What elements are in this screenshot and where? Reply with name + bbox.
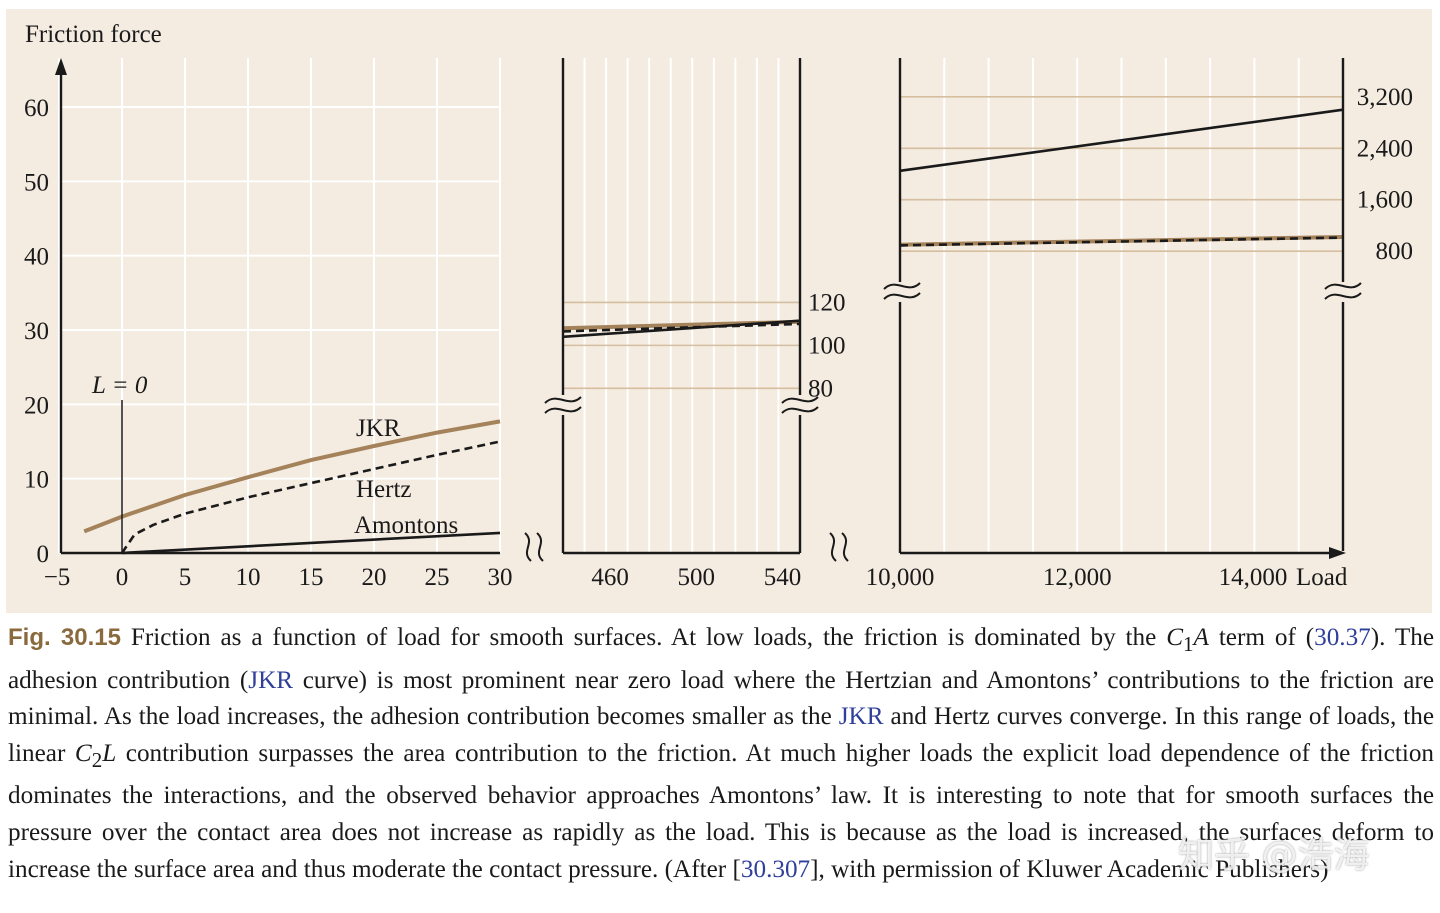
x-axis-arrow [1329,547,1346,559]
caption-text-5: and Hertz curves converge. In this range… [8,703,1435,767]
break-right-left-1 [883,292,921,300]
x-tick-left-6: 25 [425,564,450,591]
load-zero-label: L = 0 [91,372,148,399]
y-tick-left-4: 40 [24,244,49,271]
y-tick-left-6: 60 [24,95,49,122]
watermark: 知乎 @浩海 [1178,835,1370,876]
x-tick-left-1: 0 [116,564,129,591]
jkr-link-2[interactable]: JKR [838,703,884,731]
term2-sub: 2 [91,747,103,772]
y-tick-left-2: 20 [24,392,49,419]
series-hertz-low-load [120,440,501,554]
y-tick-left-3: 30 [24,318,49,345]
series-jkr-low-load [83,419,501,534]
hertz-series-label: Hertz [356,476,412,503]
grid-lines [58,58,1300,553]
series-hertz-high-load [899,236,1344,247]
y-tick-right-2: 2,400 [1357,135,1413,162]
annotations: Friction force Load L = 0 JKR Hertz Amon… [25,21,1348,591]
x-tick-mid-0: 460 [591,564,629,591]
reference-lines [563,96,1343,390]
caption-text-4: curve) is most prominent near zero load … [8,666,1434,731]
x-tick-left-3: 10 [236,564,261,591]
data-series [83,108,1344,555]
y-tick-left-0: 0 [37,541,50,568]
break-mid-right-1 [781,406,819,414]
caption-text-6: contribution surpasses the area contribu… [8,739,1435,883]
series-amontons-high-load [899,108,1344,173]
break-mid-left-0 [544,396,582,404]
caption-text-2: term of ( [1218,624,1315,651]
break-axis-2-1 [841,532,849,562]
break-right-right-1 [1324,292,1362,300]
break-mid-right-0 [781,396,819,404]
chart-background [6,9,1432,613]
axes [55,58,1346,559]
x-tick-left-0: −5 [44,564,71,591]
x-tick-right-1: 12,000 [1043,564,1112,591]
x-tick-mid-1: 500 [678,564,716,591]
x-tick-left-5: 20 [362,564,387,591]
x-axis-title: Load [1296,564,1348,591]
x-tick-left-4: 15 [299,564,324,591]
jkr-series-label: JKR [356,415,401,442]
y-axis-arrow [55,58,67,75]
axis-breaks [524,282,1362,562]
series-amontons-low-load [121,531,501,555]
break-mid-left-1 [544,406,582,414]
y-tick-mid-1: 100 [808,332,846,359]
term2-var: C [74,739,92,767]
caption-text-3: ). The adhesion contribution ( [8,624,1435,694]
y-tick-left-5: 50 [24,169,49,196]
break-axis-1-1 [536,532,544,562]
y-tick-left-1: 10 [24,467,49,494]
break-axis-1-0 [524,532,532,562]
term1-var: C [1166,624,1184,651]
equation-link[interactable]: 30.37 [1314,624,1371,651]
x-tick-right-0: 10,000 [866,564,935,591]
x-tick-left-7: 30 [488,564,513,591]
series-amontons-mid-load [562,319,801,339]
jkr-link-1[interactable]: JKR [248,666,294,694]
term2-var2: L [102,739,117,767]
break-right-right-0 [1324,282,1362,290]
figure-caption: Fig. 30.15 Friction as a function of loa… [8,620,1434,888]
y-axis-title: Friction force [25,21,162,48]
y-tick-right-3: 3,200 [1357,84,1413,111]
break-axis-2-0 [829,532,837,562]
x-tick-right-2: 14,000 [1219,564,1288,591]
y-tick-mid-0: 80 [808,375,833,402]
figure-label: Fig. 30.15 [8,624,121,651]
y-tick-mid-2: 120 [808,289,846,316]
break-right-left-0 [883,282,921,290]
citation-link[interactable]: 30.307 [740,855,811,883]
y-tick-right-1: 1,600 [1357,187,1413,214]
x-tick-left-2: 5 [179,564,192,591]
term1-var2: A [1193,624,1209,651]
caption-text-1: Friction as a function of load for smoot… [130,624,1157,651]
amontons-series-label: Amontons [354,512,458,539]
caption-text-7: ], with permission of Kluwer Academic Pu… [810,855,1329,883]
x-tick-mid-2: 540 [764,564,802,591]
term1-sub: 1 [1183,632,1194,657]
y-tick-right-0: 800 [1376,238,1414,265]
